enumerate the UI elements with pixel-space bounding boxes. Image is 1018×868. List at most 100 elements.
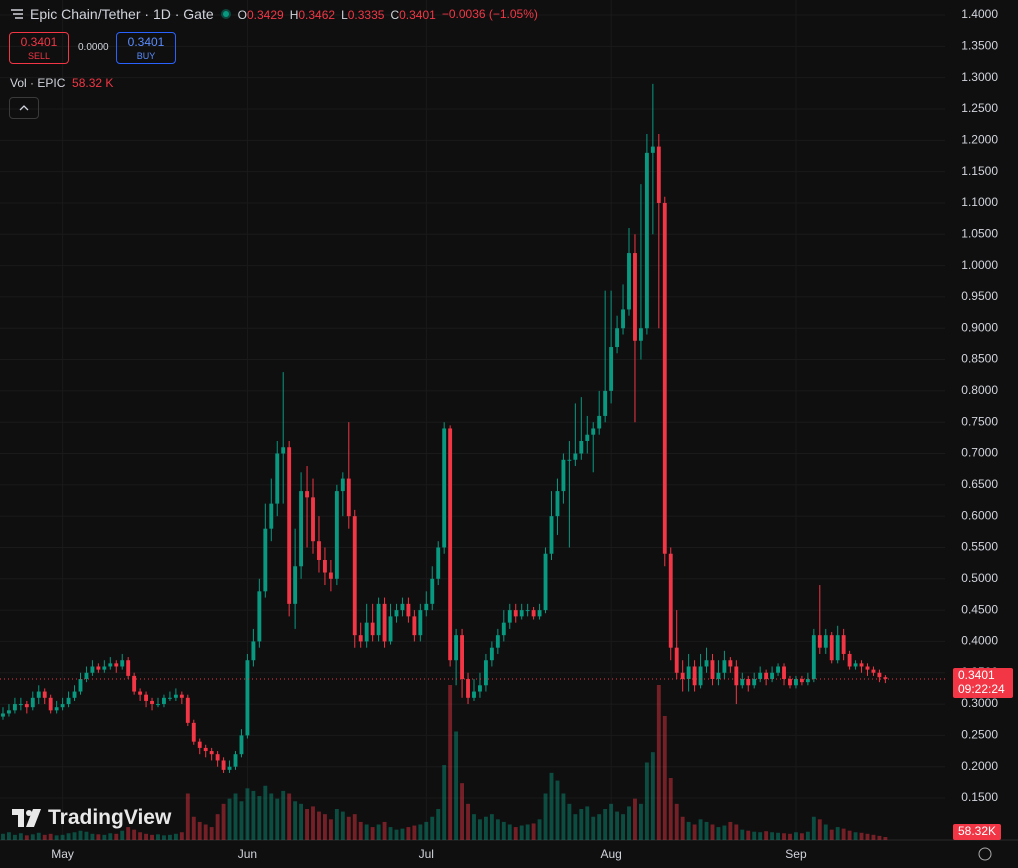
candle-body [794,679,798,686]
candle-body [627,253,631,310]
candle-body [811,635,816,680]
sell-button[interactable]: 0.3401 SELL [9,32,69,64]
volume-bar [191,816,196,840]
volume-bar [489,814,494,840]
y-tick-label: 0.4500 [961,602,998,616]
volume-bar [579,809,584,840]
candle-body [424,603,429,611]
candle-body [406,603,411,617]
volume-bar [495,819,500,840]
volume-bar [346,816,351,840]
candle-body [776,666,780,673]
volume-last: 58.32 K [72,76,114,90]
volume-bar [877,835,882,840]
volume-bar [662,716,667,840]
volume-name: Vol · EPIC [10,76,66,90]
candle-body [317,541,321,560]
volume-bar [472,814,476,840]
candle-body [311,497,315,542]
volume-bar [865,833,870,840]
buy-label: BUY [136,51,156,61]
candle-body [84,672,89,680]
candle-body [48,697,53,711]
high-value: 0.3462 [298,8,336,22]
change-value: −0.0036 (−1.05%) [441,7,538,21]
volume-bar [478,819,482,840]
candle-body [150,700,154,705]
volume-bar [692,824,697,840]
y-tick-label: 1.4000 [961,7,998,21]
volume-bar [167,834,172,840]
x-tick-label: Jun [238,847,257,861]
candle-body [293,566,298,604]
candle-body [328,572,333,579]
volume-bar [454,731,459,840]
candle-body [334,491,339,579]
volume-axis-label: 58.32K [958,824,996,838]
volume-bar [364,824,369,840]
candle-body [305,491,309,498]
volume-bar [483,816,488,840]
candle-body [167,697,172,699]
volume-bar [841,828,846,840]
candle-body [132,675,137,692]
y-tick-label: 1.0000 [961,258,998,272]
candle-body [126,660,131,676]
y-tick-label: 1.3500 [961,39,998,53]
collapse-button[interactable] [9,97,39,119]
settings-icon[interactable] [978,847,992,861]
candle-body [817,635,822,648]
volume-bar [722,825,727,840]
volume-bar [805,831,810,840]
menu-icon[interactable] [10,8,24,20]
candle-body [513,610,518,617]
volume-bar [525,824,530,840]
candle-body [7,710,11,714]
volume-bar [704,821,709,840]
last-price-label: 0.3401 [958,668,995,682]
buy-button[interactable]: 0.3401 BUY [116,32,176,64]
volume-bar [233,793,238,840]
candle-body [120,660,125,667]
volume-bar [215,814,220,840]
candle-body [722,660,727,673]
candle-body [734,666,739,686]
y-tick-label: 1.0500 [961,226,998,240]
symbol-title[interactable]: Epic Chain/Tether · 1D · Gate [30,6,214,22]
volume-bar [66,833,71,840]
candle-body [543,553,548,611]
candle-body [871,669,876,673]
volume-bar [615,811,620,840]
ohlc-letter: H [289,8,299,22]
candle-body [72,691,77,698]
y-tick-label: 0.9000 [961,320,998,334]
volume-bar [871,834,876,840]
candle-body [615,328,620,348]
volume-bar [7,832,11,840]
volume-bar [656,685,661,840]
volume-bar [543,793,548,840]
volume-bar [126,827,131,840]
volume-tag [953,824,1001,840]
volume-bar [42,834,47,840]
low-value: 0.3335 [347,8,385,22]
candle-body [758,672,763,680]
volume-bar [638,803,643,840]
candle-body [656,146,661,203]
volume-bar [179,832,184,840]
volume-bar [251,790,256,840]
candle-body [382,603,387,642]
y-tick-label: 0.6500 [961,477,998,491]
volume-bar [358,821,363,840]
candle-body [42,691,47,698]
volume-bar [466,803,470,840]
volume-bar [370,827,375,840]
candle-body [537,610,542,617]
candle-body [597,415,602,429]
y-tick-label: 0.8500 [961,352,998,366]
candle-body [519,610,524,617]
volume-bar [239,801,244,840]
candle-body [209,751,214,755]
y-tick-label: 0.4000 [961,634,998,648]
volume-bar [698,819,703,840]
